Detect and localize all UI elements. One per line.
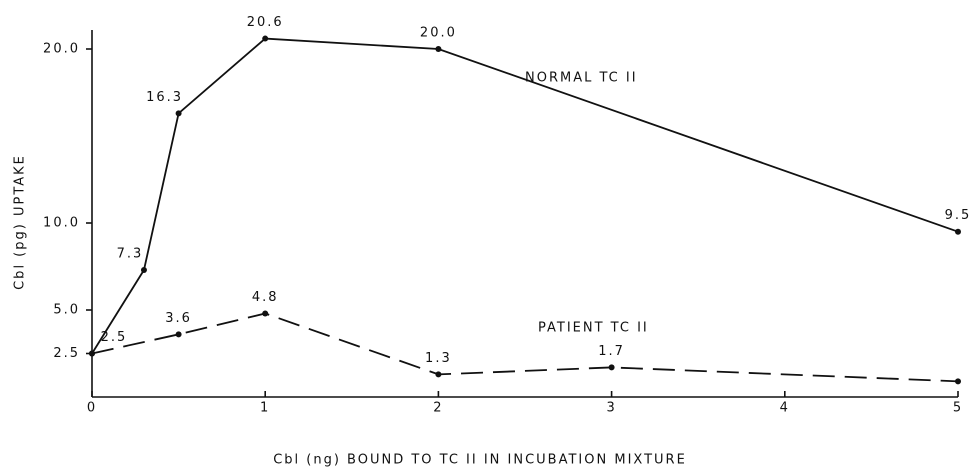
- x-tick-label: 2: [433, 401, 443, 416]
- series-label: PATIENT TC II: [538, 321, 649, 336]
- data-label: 4.8: [252, 290, 279, 305]
- data-label: 16.3: [146, 90, 183, 105]
- data-point: [140, 266, 147, 273]
- data-point: [89, 350, 95, 357]
- y-tick-label: 10.0: [43, 216, 80, 231]
- data-point: [955, 228, 961, 235]
- data-point: [435, 371, 442, 378]
- y-axis-label: Cbl (pg) UPTAKE: [13, 154, 28, 290]
- x-tick-label: 3: [606, 401, 616, 416]
- y-tick-label: 20.0: [43, 42, 80, 57]
- data-label: 20.6: [247, 15, 284, 30]
- series-line: [91, 312, 959, 383]
- x-tick-label: 4: [780, 401, 790, 416]
- data-label: 3.6: [165, 311, 192, 326]
- data-point: [262, 35, 269, 42]
- data-point: [435, 46, 442, 52]
- data-label: 1.3: [425, 351, 452, 366]
- x-tick-label: 1: [260, 401, 270, 416]
- x-tick-label: 5: [953, 401, 963, 416]
- data-point: [955, 378, 961, 385]
- series-label: NORMAL TC II: [525, 71, 638, 86]
- data-point: [262, 310, 269, 317]
- data-label: 9.5: [945, 208, 971, 223]
- x-axis-label: Cbl (ng) BOUND TO TC II IN INCUBATION MI…: [273, 453, 687, 468]
- data-point: [608, 364, 615, 371]
- data-point: [175, 331, 182, 338]
- x-tick-label: 0: [87, 401, 97, 416]
- data-label: 2.5: [101, 330, 128, 345]
- data-label: 7.3: [117, 246, 144, 261]
- data-point: [175, 110, 182, 117]
- y-tick-label: 2.5: [53, 346, 80, 361]
- data-label: 20.0: [420, 26, 457, 41]
- y-tick-label: 5.0: [53, 303, 80, 318]
- data-label: 1.7: [598, 344, 625, 359]
- series-line: [91, 37, 959, 354]
